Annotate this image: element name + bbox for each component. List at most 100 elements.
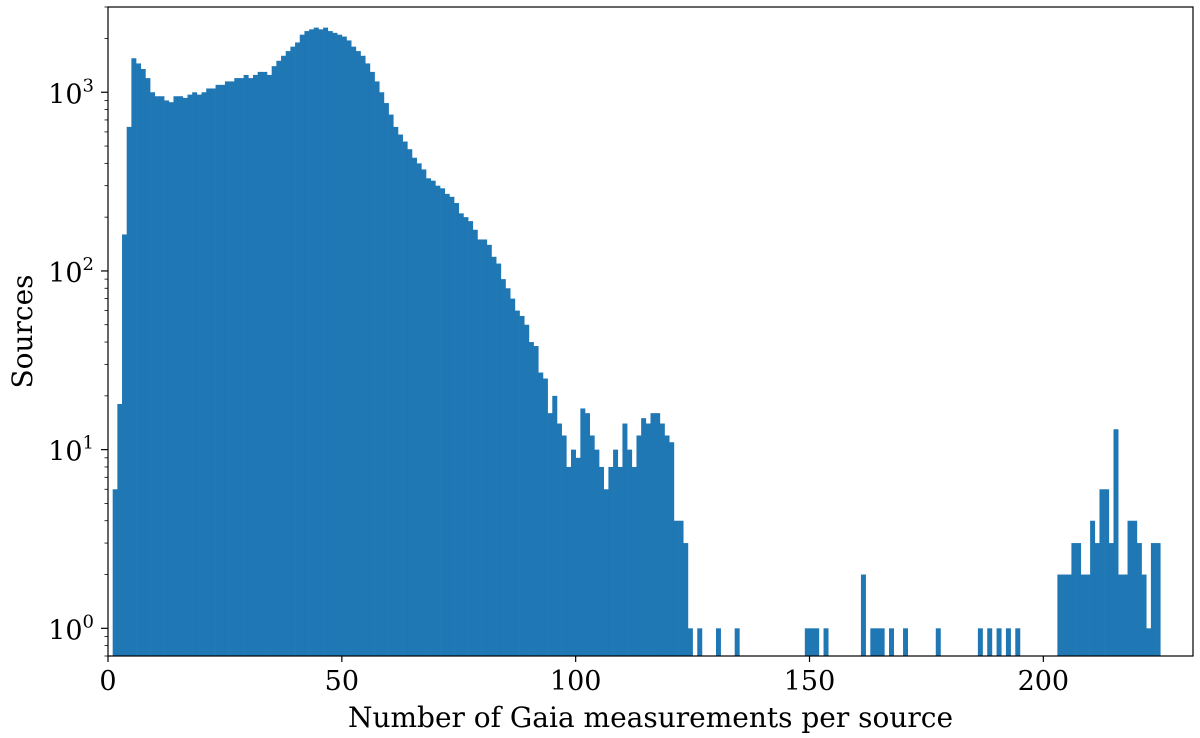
histogram-bar [528,342,534,656]
histogram-bar [196,94,202,657]
histogram-bar [1141,574,1147,656]
histogram-bar [243,74,249,657]
histogram-bar [355,51,361,657]
histogram-bar [533,346,539,656]
histogram-bar [154,96,160,656]
histogram-bar [1066,574,1072,656]
histogram-bar [542,378,548,656]
histogram-bar [136,63,142,657]
y-tick-label: 101 [48,433,94,468]
y-tick-label: 100 [48,611,94,646]
histogram-bar [346,40,352,657]
histogram-bar [715,628,721,656]
histogram-bar [383,103,389,657]
histogram-bar [323,27,329,657]
histogram-bar [463,217,469,656]
histogram-bar [617,466,623,656]
histogram-bar [566,466,572,656]
histogram-bar [304,31,310,657]
plot-frame [107,6,1194,657]
histogram-bar [192,92,198,656]
histogram-bar [1005,628,1011,656]
histogram-bar [678,520,684,656]
histogram-bar [879,628,885,656]
histogram-bar [224,81,230,657]
histogram-bar [987,628,993,656]
histogram-bar [687,628,693,656]
histogram-bar [454,203,460,656]
x-tick-label: 100 [550,666,602,697]
histogram-bar [337,34,343,657]
histogram-bar [814,628,820,656]
x-axis-ticks: 0 50 100 150 200 [99,656,1069,697]
histogram-bar [486,244,492,657]
histogram-bar [122,234,128,657]
histogram-bar [645,423,651,656]
histogram-bar [608,466,614,656]
y-tick-label: 103 [48,75,94,110]
x-tick-label: 200 [1018,666,1070,697]
histogram-bar [889,628,894,656]
histogram-bar [641,418,647,656]
histogram-bar [603,489,609,656]
histogram-bar [636,435,642,656]
histogram-bar [1118,574,1124,656]
histogram-bar [126,126,132,656]
histogram-bar [1146,628,1152,656]
histogram-bar [1150,543,1156,656]
histogram-bar [585,413,591,656]
histogram-bar [341,36,347,657]
histogram-bar [874,628,880,656]
histogram-bar [299,34,305,657]
histogram-bar [1155,543,1161,656]
histogram-bar [870,628,876,656]
histogram-bar [407,149,413,657]
histogram-bar [435,185,441,656]
histogram-bar [388,114,394,657]
histogram-bar [327,31,333,657]
histogram-bar [201,92,207,656]
histogram-bar [332,32,338,656]
histogram-bar [112,489,118,656]
histogram-bar [444,193,450,656]
histogram-bar [234,78,240,656]
histogram-bar [589,435,595,656]
histogram-bar [809,628,815,656]
histogram-bar [309,29,315,657]
histogram-bar [1108,543,1114,656]
histogram-bar [734,628,740,656]
histogram-bar [290,46,296,656]
histogram-bar [903,628,909,656]
histogram-bar [472,229,478,656]
histogram-bar [580,408,586,656]
histogram-bar [285,51,291,657]
histogram-bar [215,84,221,656]
histogram-bar [262,71,268,657]
histogram-bar [659,423,665,656]
histogram-bar [411,157,417,657]
histogram-bar [295,42,301,656]
x-tick-label: 50 [325,666,359,697]
histogram-bar [510,298,516,656]
histogram-bar [416,163,422,656]
histogram-bar [468,221,474,656]
histogram-bar [613,449,619,656]
histogram-bar [449,196,455,656]
histogram-bar [1122,574,1128,656]
histogram-bar [1076,543,1082,656]
histogram-bar [1099,489,1105,656]
histogram-bar [1057,574,1063,656]
histogram-bar [655,413,661,656]
histogram-bar [271,66,277,657]
y-tick-label: 102 [48,254,94,289]
histogram-bar [257,71,263,657]
histogram-bar [1071,543,1077,656]
histogram-bar [220,84,226,656]
histogram-bar [1104,489,1110,656]
histogram-bar [178,96,184,656]
histogram-bar [426,178,431,656]
histogram-bar [996,628,1002,656]
histogram-bar [374,81,380,657]
histogram-bar [627,449,633,656]
histogram-bar [575,457,581,656]
